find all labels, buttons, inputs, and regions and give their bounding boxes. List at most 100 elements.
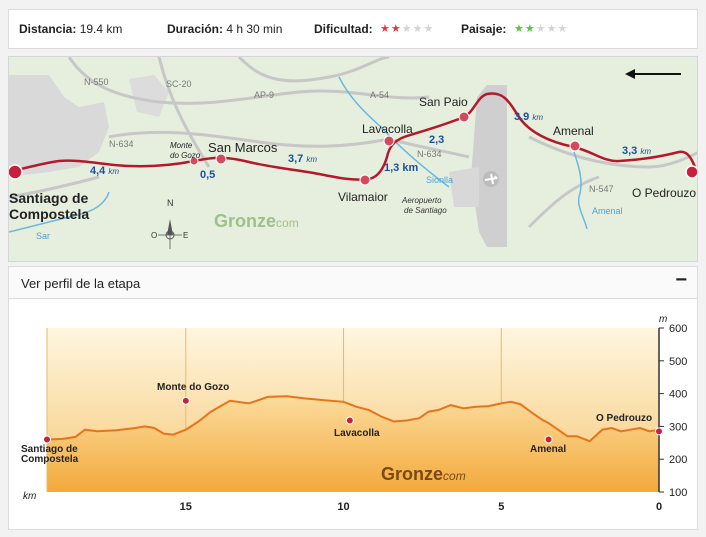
landscape-label: Paisaje: <box>461 22 507 36</box>
waypoint-amenal[interactable] <box>569 140 581 152</box>
profile-watermark-main: Gronze <box>381 464 443 484</box>
distance-7: 3,3 km <box>622 145 651 157</box>
label-monte-gozo-1: Monte <box>170 141 193 150</box>
star-filled-icon: ★ <box>524 23 536 35</box>
profile-point <box>181 396 190 405</box>
landscape-stars: ★★★★★ <box>514 22 568 35</box>
star-filled-icon: ★ <box>380 23 391 35</box>
label-river-sionlla: Sionlla <box>426 175 453 185</box>
waypoint-lavacolla[interactable] <box>383 135 395 147</box>
airport-label-1: Aeropuerto <box>401 196 442 205</box>
star-empty-icon: ★ <box>412 23 424 35</box>
duration-stat: Duración: 4 h 30 min <box>167 22 282 36</box>
landscape-stat: Paisaje: <box>461 22 506 36</box>
distance-1-unit: km <box>108 167 119 176</box>
x-tick-label: 5 <box>498 501 504 513</box>
waypoint-o-pedrouzo[interactable] <box>685 165 698 179</box>
airport-icon <box>483 171 499 187</box>
label-monte-gozo-2: do Gozo <box>170 151 201 160</box>
road-sc20 <box>157 57 211 168</box>
airport-label-2: de Santiago <box>404 206 447 215</box>
label-san-marcos: San Marcos <box>208 140 278 155</box>
waypoint-monte-gozo[interactable] <box>189 156 199 166</box>
profile-label-lavacolla: Lavacolla <box>334 428 380 439</box>
road-local <box>527 175 600 229</box>
place-labels: Santiago de Compostela Monte do Gozo San… <box>9 95 696 222</box>
label-n550: N-550 <box>84 77 109 87</box>
y-tick-label: 100 <box>669 487 687 499</box>
distance-3: 3,7 km <box>288 153 317 165</box>
label-river-amenal: Amenal <box>592 206 623 216</box>
difficulty-stat: Dificultad: <box>314 22 373 36</box>
direction-arrow-icon <box>625 69 681 79</box>
airport-runway <box>471 85 507 247</box>
label-ap9: AP-9 <box>254 90 274 100</box>
distance-2: 0,5 <box>200 169 215 181</box>
label-n547: N-547 <box>589 184 614 194</box>
profile-point <box>655 427 663 436</box>
x-tick-label: 10 <box>337 501 349 513</box>
stage-stats-bar: Distancia: 19.4 km Duración: 4 h 30 min … <box>8 9 698 49</box>
profile-watermark-suffix: com <box>443 469 466 483</box>
river-sionlla <box>338 76 450 188</box>
elevation-line <box>46 395 660 443</box>
collapse-button[interactable]: − <box>675 269 687 291</box>
profile-watermark: Gronzecom <box>381 464 466 484</box>
label-n634-west: N-634 <box>109 139 134 149</box>
label-san-paio: San Paio <box>419 95 468 109</box>
profile-points <box>43 396 663 444</box>
label-o-pedrouzo: O Pedrouzo <box>632 186 696 200</box>
x-tick-label: 0 <box>656 501 662 513</box>
road-local-west <box>9 175 100 199</box>
compass-e: E <box>183 231 188 240</box>
star-empty-icon: ★ <box>546 23 558 35</box>
waypoint-san-paio[interactable] <box>458 111 470 123</box>
road-n634 <box>108 130 390 148</box>
river-sar <box>9 191 110 233</box>
label-vilamaior: Vilamaior <box>338 190 388 204</box>
profile-label-o-pedrouzo: O Pedrouzo <box>596 413 652 424</box>
y-axis-unit: m <box>659 314 667 325</box>
route-path <box>9 92 697 181</box>
river-amenal <box>573 151 588 230</box>
elevation-area <box>47 396 659 492</box>
stage-map[interactable]: N-550 SC-20 AP-9 A-54 N-634 N-634 N-547 … <box>8 56 698 262</box>
difficulty-label: Dificultad: <box>314 22 373 36</box>
distance-6-value: 3,9 <box>514 111 529 123</box>
road-labels: N-550 SC-20 AP-9 A-54 N-634 N-634 N-547 <box>84 77 614 194</box>
waypoints <box>9 111 698 186</box>
distance-3-unit: km <box>306 155 317 164</box>
distance-1-value: 4,4 <box>90 165 106 177</box>
road-a54 <box>237 57 390 83</box>
axes <box>46 327 664 493</box>
duration-value: 4 h 30 min <box>226 22 283 36</box>
profile-label-santiago-2: Compostela <box>21 454 79 465</box>
distance-value: 19.4 km <box>79 22 123 36</box>
distance-3-value: 3,7 <box>288 153 303 165</box>
y-tick-label: 600 <box>669 323 687 335</box>
compass-o: O <box>151 231 157 240</box>
label-santiago-1: Santiago de <box>9 190 89 206</box>
profile-label-amenal: Amenal <box>530 444 566 455</box>
compass-center <box>165 230 175 240</box>
waypoint-santiago[interactable] <box>9 164 23 180</box>
profile-title[interactable]: Ver perfil de la etapa <box>21 276 141 291</box>
urban-area <box>9 75 109 177</box>
star-filled-icon: ★ <box>514 23 525 35</box>
waypoint-vilamaior[interactable] <box>359 174 371 186</box>
label-amenal: Amenal <box>553 124 594 138</box>
plane-icon <box>484 173 498 185</box>
compass-north-arrow <box>167 219 173 235</box>
distance-6-unit: km <box>532 113 543 122</box>
y-tick-label: 400 <box>669 389 687 401</box>
distance-1: 4,4 km <box>90 165 119 177</box>
distance-7-value: 3,3 <box>622 145 637 157</box>
waypoint-san-marcos[interactable] <box>215 153 227 165</box>
y-tick-label: 500 <box>669 356 687 368</box>
elevation-profile-card: Ver perfil de la etapa − 100 200 300 400 500… <box>8 266 698 530</box>
profile-header[interactable]: Ver perfil de la etapa − <box>9 267 697 299</box>
y-tick-label: 200 <box>669 454 687 466</box>
map-watermark-suffix: com <box>276 216 299 230</box>
distance-stat: Distancia: 19.4 km <box>19 22 122 36</box>
star-empty-icon: ★ <box>401 23 413 35</box>
